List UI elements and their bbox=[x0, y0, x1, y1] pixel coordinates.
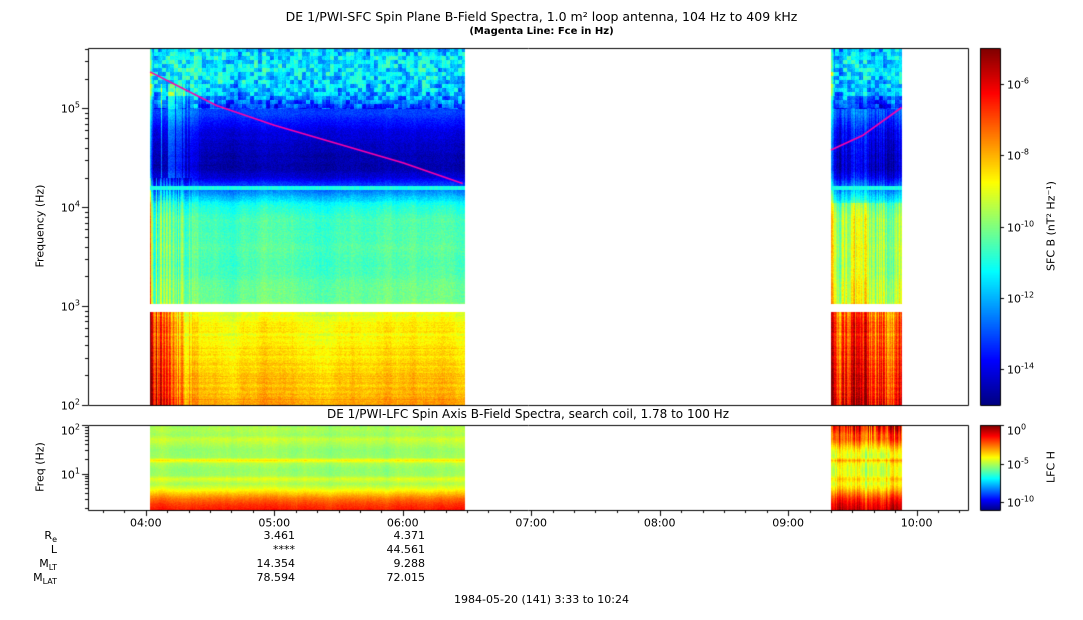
footer-label-mlt: MLT bbox=[39, 557, 57, 573]
sfc-y-axis-label: Frequency (Hz) bbox=[33, 184, 47, 268]
lfc-colorbar-label: LFC H bbox=[1044, 451, 1058, 483]
footer-row-mlt: MLT 14.354 9.288 bbox=[0, 557, 460, 573]
lfc-panel-title: DE 1/PWI-LFC Spin Axis B-Field Spectra, … bbox=[326, 407, 730, 421]
sfc-panel-title: DE 1/PWI-SFC Spin Plane B-Field Spectra,… bbox=[285, 9, 798, 24]
footer-label-mlat: MLAT bbox=[33, 571, 57, 587]
footer-row-re: Re 3.461 4.371 bbox=[0, 529, 460, 545]
footer-row-mlat: MLAT 78.594 72.015 bbox=[0, 571, 460, 587]
footer-re-value-1: 3.461 bbox=[263, 529, 296, 542]
footer-mlt-value-2: 9.288 bbox=[393, 557, 426, 570]
date-range-label: 1984-05-20 (141) 3:33 to 10:24 bbox=[454, 593, 629, 606]
footer-mlat-value-1: 78.594 bbox=[256, 571, 296, 584]
footer-l-value-2: 44.561 bbox=[386, 543, 426, 556]
footer-l-value-1: **** bbox=[273, 543, 295, 556]
lfc-y-axis-label: Freq (Hz) bbox=[33, 442, 47, 492]
footer-label-l: L bbox=[50, 543, 57, 556]
footer-re-value-2: 4.371 bbox=[393, 529, 426, 542]
footer-mlat-value-2: 72.015 bbox=[386, 571, 426, 584]
sfc-panel-subtitle: (Magenta Line: Fce in Hz) bbox=[469, 26, 614, 37]
footer-row-l: L **** 44.561 bbox=[0, 543, 460, 557]
footer-label-re: Re bbox=[44, 529, 57, 545]
footer-mlt-value-1: 14.354 bbox=[256, 557, 296, 570]
sfc-colorbar-label: SFC B (nT² Hz⁻¹) bbox=[1044, 181, 1058, 271]
